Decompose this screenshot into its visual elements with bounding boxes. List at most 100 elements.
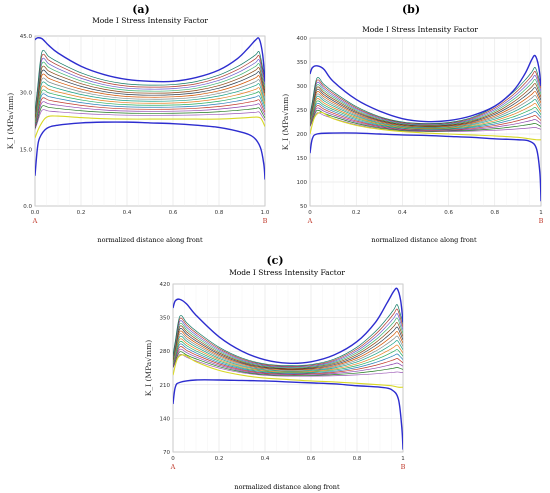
series-line-family (310, 105, 541, 131)
x-tick-label: 0.8 (490, 210, 499, 216)
series-line-family (35, 97, 265, 126)
y-axis-label: K_I (MPa√mm) (281, 94, 290, 150)
y-tick-label: 420 (160, 282, 171, 288)
series-line-family (35, 77, 265, 120)
series-line-family (35, 89, 265, 124)
y-tick-label: 45.0 (20, 34, 33, 40)
series-line-family (35, 93, 265, 125)
series-line-family (310, 87, 541, 127)
series-line-family (173, 326, 403, 370)
series-line-family (35, 85, 265, 123)
series-group (35, 37, 265, 180)
series-line (310, 132, 541, 202)
y-tick-label: 15.0 (20, 147, 33, 153)
x-tick-label: 1.0 (261, 210, 270, 216)
y-axis-label: K_I (MPa√mm) (6, 93, 15, 149)
y-tick-label: 200 (297, 132, 308, 138)
y-tick-label: 70 (163, 450, 170, 456)
chart-title-c: Mode I Stress Intensity Factor (229, 268, 345, 277)
series-line-family (35, 53, 265, 113)
series-line-family (173, 348, 403, 376)
x-tick-label: 0.0 (31, 210, 40, 216)
series-line-family (310, 95, 541, 129)
series-line-family (173, 330, 403, 371)
y-tick-label: 140 (160, 416, 171, 422)
panel-label-c: (c) (266, 254, 283, 267)
y-tick-label: 150 (297, 156, 308, 162)
chart-title-a: Mode I Stress Intensity Factor (92, 16, 208, 25)
series-line (173, 379, 403, 450)
y-tick-label: 30.0 (20, 91, 33, 97)
endpoint-label-b: B (401, 463, 406, 471)
series-line (35, 115, 265, 139)
x-tick-label: 0.4 (261, 456, 270, 462)
series-line-family (35, 73, 265, 119)
series-line-family (310, 112, 541, 132)
series-line-family (173, 304, 403, 366)
series-line-family (310, 100, 541, 130)
series-line (310, 54, 541, 123)
y-tick-label: 350 (297, 60, 308, 66)
series-line (35, 121, 265, 180)
series-line-family (310, 93, 541, 128)
y-tick-label: 280 (160, 349, 171, 355)
series-group (173, 287, 403, 450)
series-line-family (173, 353, 403, 377)
endpoint-label-b: B (263, 217, 268, 225)
y-axis-label: K_I (MPa√mm) (144, 340, 153, 396)
series-line-family (35, 65, 265, 116)
x-tick-label: 0.8 (215, 210, 224, 216)
x-tick-label: 0.2 (215, 456, 224, 462)
chart-panel-c: (c) Mode I Stress Intensity Factor norma… (144, 254, 406, 491)
chart-panel-b: (b) Mode I Stress Intensity Factor norma… (281, 3, 544, 244)
series-line (173, 354, 403, 388)
y-tick-label: 100 (297, 180, 308, 186)
endpoint-label-a: A (170, 463, 176, 471)
x-tick-label: 0.8 (353, 456, 362, 462)
series-line-family (35, 69, 265, 118)
y-tick-label: 50 (300, 204, 307, 210)
panel-label-a: (a) (132, 3, 150, 16)
x-tick-label: 0.6 (444, 210, 453, 216)
x-tick-label: 0.6 (169, 210, 178, 216)
series-line-family (310, 83, 541, 126)
series-line-family (173, 313, 403, 368)
y-tick-label: 210 (160, 383, 171, 389)
x-tick-label: 0.6 (307, 456, 316, 462)
series-line (173, 287, 403, 365)
series-line (310, 111, 541, 141)
x-axis-label-b: normalized distance along front (371, 236, 477, 244)
series-line-family (310, 107, 541, 131)
x-tick-label: 0 (308, 210, 312, 216)
x-tick-label: 0.4 (123, 210, 132, 216)
series-line-family (173, 333, 403, 371)
endpoint-label-b: B (539, 217, 544, 225)
series-line-family (310, 91, 541, 128)
series-line-family (35, 61, 265, 115)
y-tick-label: 350 (160, 316, 171, 322)
x-tick-label: 0.2 (77, 210, 86, 216)
x-axis-label-a: normalized distance along front (97, 236, 203, 244)
series-line-family (310, 79, 541, 126)
endpoint-label-a: A (32, 217, 38, 225)
series-line-family (35, 101, 265, 128)
series-line-family (310, 67, 541, 124)
y-tick-label: 250 (297, 108, 308, 114)
series-line-family (35, 105, 265, 129)
series-line-family (310, 102, 541, 130)
series-line-family (310, 75, 541, 125)
series-line-family (173, 346, 403, 375)
x-tick-label: 0.2 (352, 210, 361, 216)
series-line-family (173, 308, 403, 367)
series-line-family (35, 81, 265, 121)
series-line (35, 37, 265, 83)
series-line-family (173, 322, 403, 369)
chart-title-b: Mode I Stress Intensity Factor (362, 25, 478, 34)
chart-panel-a: (a) Mode I Stress Intensity Factor norma… (6, 3, 270, 244)
series-line-family (173, 338, 403, 373)
series-line-family (35, 109, 265, 130)
series-line-family (173, 351, 403, 376)
series-line-family (173, 343, 403, 374)
series-line-family (173, 340, 403, 374)
